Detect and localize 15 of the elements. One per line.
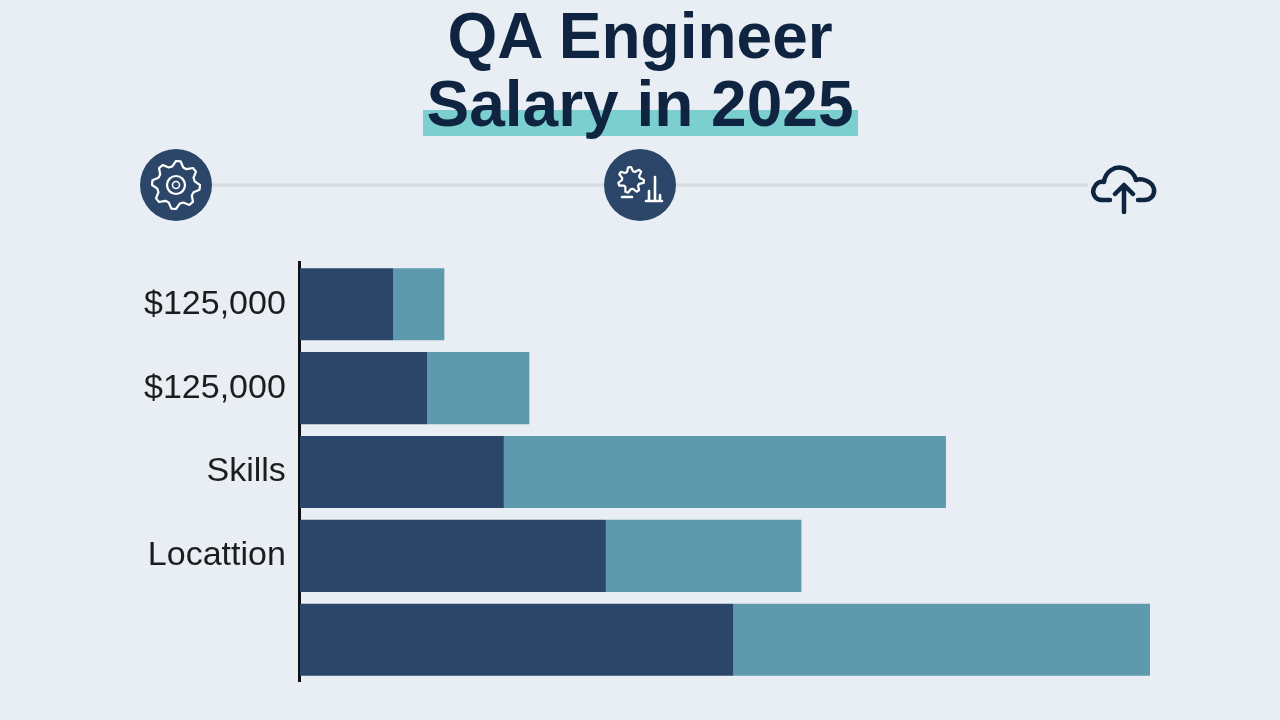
bar xyxy=(299,519,606,592)
y-tick-label: $125,000 xyxy=(144,366,286,405)
bar xyxy=(605,519,802,592)
bar xyxy=(299,268,394,341)
y-tick-label: Locattion xyxy=(147,534,286,573)
bar xyxy=(299,603,734,676)
y-tick-label: Skills xyxy=(206,450,286,489)
bar xyxy=(733,603,1150,676)
chart-title: QA Engineer Salary in 2025 xyxy=(425,0,855,140)
bar xyxy=(299,435,504,509)
bar xyxy=(427,352,530,425)
bar xyxy=(503,435,946,509)
y-tick-label: $125,000 xyxy=(144,282,286,321)
bar xyxy=(393,268,445,341)
bar xyxy=(299,352,428,425)
